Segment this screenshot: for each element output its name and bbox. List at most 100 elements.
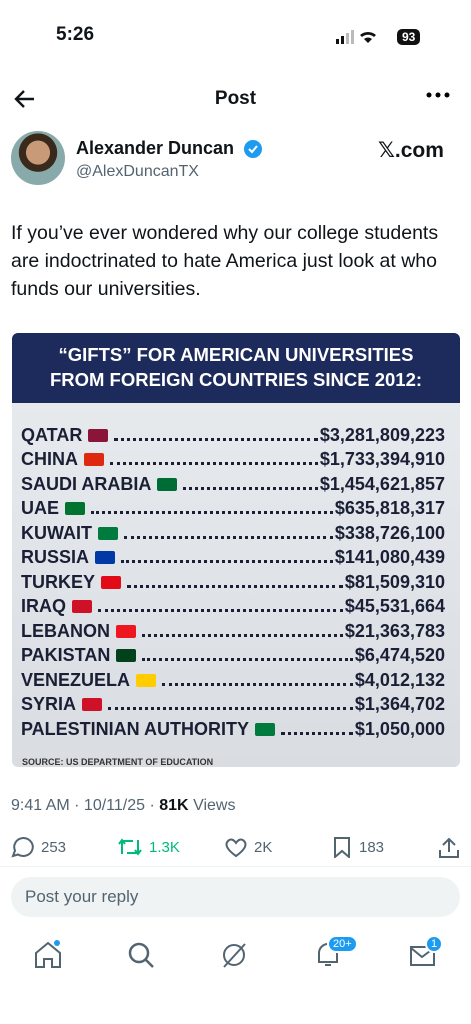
country-name: VENEZUELA [21, 669, 131, 690]
dot-leader [91, 511, 333, 514]
dot-leader [121, 560, 333, 563]
gift-amount: $1,454,621,857 [319, 473, 445, 494]
gift-row: PAKISTAN $6,474,520 [21, 642, 445, 667]
gift-amount: $6,474,520 [354, 645, 445, 665]
gift-row: TURKEY $81,509,310 [21, 568, 445, 593]
post-image[interactable]: “GIFTS” FOR AMERICAN UNIVERSITIES FROM F… [12, 333, 460, 767]
post-meta: 9:41 AM · 10/11/25 · 81K Views [11, 797, 235, 815]
gift-row: PALESTINIAN AUTHORITY $1,050,000 [21, 715, 445, 740]
gift-row: KUWAIT $338,726,100 [21, 519, 445, 544]
repost-count: 1.3K [149, 838, 180, 856]
header-title: Post [214, 88, 257, 109]
image-title: “GIFTS” FOR AMERICAN UNIVERSITIES FROM F… [12, 333, 460, 403]
country-flag [95, 551, 116, 564]
dot-leader [183, 486, 318, 490]
country-flag [82, 698, 103, 711]
gift-amount: $1,733,394,910 [319, 449, 445, 469]
gift-amount: $45,531,664 [344, 596, 445, 616]
country-name: KUWAIT [21, 522, 92, 543]
view-count: 81K [159, 797, 189, 814]
post-time: 9:41 AM · 10/11/25 · [11, 797, 155, 814]
site-label: 𝕏.com [378, 139, 444, 162]
gift-row: VENEZUELA $4,012,132 [21, 666, 445, 691]
gift-row: CHINA $1,733,394,910 [21, 446, 445, 471]
country-name: RUSSIA [21, 547, 90, 567]
gift-row: UAE $635,818,317 [21, 495, 445, 520]
country-flag [157, 477, 178, 491]
nav-search[interactable] [126, 940, 156, 970]
gift-row: RUSSIA $141,080,439 [21, 544, 445, 569]
dot-leader [110, 462, 318, 465]
dot-leader [98, 609, 343, 612]
dot-leader [281, 731, 353, 735]
gift-row: IRAQ $45,531,664 [21, 593, 445, 618]
country-name: IRAQ [21, 596, 66, 616]
views-label: Views [193, 797, 236, 814]
gift-amount: $81,509,310 [344, 571, 445, 592]
country-name: CHINA [21, 449, 78, 469]
country-name: PAKISTAN [21, 645, 111, 665]
country-name: UAE [21, 498, 60, 518]
country-name: SAUDI ARABIA [21, 473, 152, 494]
author-name[interactable]: Alexander Duncan [76, 138, 235, 158]
reply-input[interactable]: Post your reply [11, 877, 460, 917]
battery: 93 [397, 29, 421, 45]
country-flag [255, 722, 275, 736]
country-flag [84, 453, 104, 466]
verified-badge [244, 140, 262, 158]
gift-amount: $3,281,809,223 [319, 424, 445, 445]
country-name: SYRIA [21, 694, 77, 714]
avatar[interactable] [11, 131, 65, 185]
dot-leader [124, 535, 333, 539]
nav-grok[interactable] [220, 940, 250, 970]
country-name: QATAR [21, 424, 83, 445]
gift-amount: $1,364,702 [354, 694, 445, 714]
notifications-badge: 20+ [327, 935, 358, 953]
gift-row: SAUDI ARABIA $1,454,621,857 [21, 470, 445, 495]
post-text: If you’ve ever wondered why our college … [11, 222, 439, 300]
dot-leader [108, 707, 353, 710]
country-flag [116, 649, 137, 662]
gift-amount: $635,818,317 [334, 498, 445, 518]
country-name: LEBANON [21, 620, 110, 641]
share-button[interactable] [438, 837, 460, 859]
divider [0, 866, 471, 867]
country-flag [136, 673, 157, 687]
gift-row: QATAR $3,281,809,223 [21, 421, 445, 446]
gift-row: SYRIA $1,364,702 [21, 691, 445, 716]
dot-leader [142, 658, 353, 661]
country-flag [116, 624, 136, 638]
repost-button[interactable]: 1.3K [117, 836, 180, 858]
country-flag [65, 502, 86, 515]
gift-row: LEBANON $21,363,783 [21, 617, 445, 642]
nav-home[interactable] [33, 940, 63, 970]
reply-button[interactable]: 253 [11, 836, 66, 858]
messages-badge: 1 [425, 935, 444, 953]
country-flag [72, 600, 92, 613]
image-title-line: “GIFTS” FOR AMERICAN UNIVERSITIES [58, 344, 414, 365]
country-name: PALESTINIAN AUTHORITY [21, 718, 249, 739]
image-title-line: FROM FOREIGN COUNTRIES SINCE 2012: [49, 369, 423, 390]
like-count: 2K [254, 838, 273, 856]
bookmark-button[interactable]: 183 [331, 836, 384, 858]
country-flag [98, 526, 118, 540]
back-button[interactable] [12, 86, 38, 112]
status-time: 5:26 [56, 24, 95, 45]
author-handle[interactable]: @AlexDuncanTX [76, 163, 199, 180]
dot-leader [162, 682, 353, 686]
like-button[interactable]: 2K [224, 836, 272, 858]
dot-leader [127, 584, 343, 588]
country-name: TURKEY [21, 571, 96, 592]
dot-leader [114, 437, 318, 441]
country-flag [88, 428, 109, 442]
gift-amount: $1,050,000 [354, 718, 445, 739]
more-button[interactable] [425, 90, 451, 100]
gift-rows: QATAR $3,281,809,223 CHINA $1,733,394,910 SA… [21, 421, 445, 740]
bookmark-count: 183 [359, 838, 385, 856]
reply-count: 253 [41, 838, 67, 856]
image-source: SOURCE: US DEPARTMENT OF EDUCATION [22, 757, 214, 767]
gift-amount: $141,080,439 [334, 547, 445, 567]
gift-amount: $21,363,783 [344, 620, 445, 641]
dot-leader [142, 633, 343, 637]
